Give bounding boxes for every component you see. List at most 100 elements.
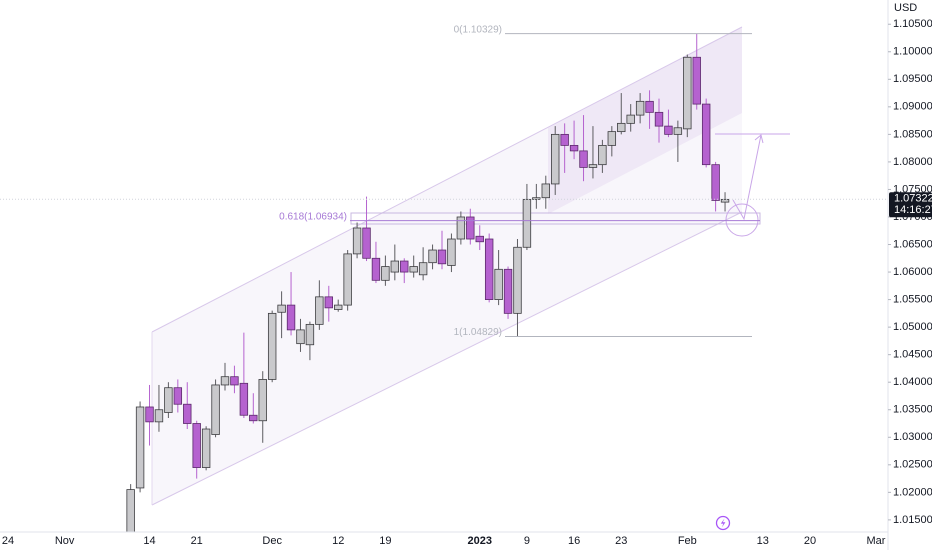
candle-body xyxy=(645,100,654,113)
fib-label: 1(1.04829) xyxy=(454,327,502,338)
x-tick-label: Feb xyxy=(678,535,697,547)
candle-body xyxy=(201,428,211,468)
y-tick-label: 1.09000 xyxy=(893,101,932,113)
y-tick-label: 1.06000 xyxy=(893,266,932,278)
arrow-head xyxy=(754,134,764,144)
y-tick-label: 1.06500 xyxy=(893,238,932,250)
candle-body xyxy=(428,249,437,264)
candle-body xyxy=(617,122,626,133)
candle-body xyxy=(173,387,183,405)
candle-body xyxy=(352,227,362,255)
y-tick-label: 1.10500 xyxy=(893,18,932,30)
y-tick-label: 1.02000 xyxy=(893,486,932,498)
candle-body xyxy=(249,414,258,422)
candle-body xyxy=(701,103,711,166)
candle-body xyxy=(551,133,560,185)
fib-label: 0.618(1.06934) xyxy=(279,211,347,222)
candle-body xyxy=(541,183,550,199)
candle-body xyxy=(532,197,541,200)
candle-body xyxy=(635,100,645,116)
channel-bottom xyxy=(151,211,743,506)
fib-label: 0(1.10329) xyxy=(454,24,502,35)
x-tick-label: 9 xyxy=(524,535,530,547)
currency-label: USD xyxy=(894,2,917,14)
candle-body xyxy=(456,216,466,240)
y-tick-label: 1.04500 xyxy=(893,349,932,361)
candle-body xyxy=(230,376,239,386)
candle-body xyxy=(484,238,494,300)
candle-body xyxy=(164,387,173,413)
y-tick-label: 1.09500 xyxy=(893,73,932,85)
candle-body xyxy=(390,260,400,273)
candle-body xyxy=(711,164,720,201)
candle-body xyxy=(381,266,390,281)
y-tick-label: 1.08500 xyxy=(893,128,932,140)
candle-body xyxy=(277,304,286,313)
candle-body xyxy=(286,304,296,331)
x-tick-label: 19 xyxy=(379,535,391,547)
candle-body xyxy=(503,268,513,314)
channel-top xyxy=(151,26,743,333)
candle-body xyxy=(343,253,352,306)
candle-body xyxy=(494,268,503,300)
candle-body xyxy=(267,312,277,380)
focus-circle xyxy=(725,203,759,237)
x-tick-label: 24 xyxy=(2,535,14,547)
candle-body xyxy=(418,262,428,276)
x-tick-label: 12 xyxy=(332,535,344,547)
candle-body xyxy=(437,249,447,265)
y-tick-label: 1.01500 xyxy=(893,514,932,526)
x-tick-label: 2023 xyxy=(467,535,491,547)
candle-body xyxy=(466,216,475,240)
y-tick-label: 1.05000 xyxy=(893,321,932,333)
candle-body xyxy=(626,114,635,124)
x-tick-label: Dec xyxy=(262,535,282,547)
candle-body xyxy=(183,403,192,424)
candle-body xyxy=(664,125,673,135)
x-tick-label: 13 xyxy=(757,535,769,547)
y-tick-label: 1.05500 xyxy=(893,294,932,306)
x-tick-label: Mar xyxy=(867,535,886,547)
candle-body xyxy=(692,56,701,105)
candle-body xyxy=(720,198,730,203)
x-tick-label: Nov xyxy=(55,535,75,547)
y-tick-label: 1.08000 xyxy=(893,156,932,168)
candle-body xyxy=(220,376,230,386)
candle-body xyxy=(569,144,579,152)
candle-body xyxy=(513,246,522,314)
lightning-icon xyxy=(715,515,731,531)
x-tick-label: 14 xyxy=(143,535,155,547)
candle-body xyxy=(154,409,164,423)
zone-box xyxy=(350,212,761,225)
candle-body xyxy=(409,266,418,273)
last-price-label: 1.07322 xyxy=(894,193,932,205)
candle-body xyxy=(239,382,249,416)
candle-body xyxy=(522,198,532,248)
countdown-label: 14:16:27 xyxy=(894,204,932,216)
last-price-tag xyxy=(889,192,932,218)
candle-body xyxy=(673,127,683,135)
candle-body xyxy=(560,133,569,146)
candle-body xyxy=(145,406,154,423)
candle-body xyxy=(192,423,201,468)
candle-body xyxy=(607,131,617,146)
x-tick-label: 23 xyxy=(615,535,627,547)
x-tick-label: 16 xyxy=(568,535,580,547)
candle-body xyxy=(296,329,305,345)
candle-body xyxy=(371,257,381,281)
candle-body xyxy=(362,227,371,259)
candle-body xyxy=(258,379,267,422)
y-tick-label: 1.03000 xyxy=(893,431,932,443)
candle-body xyxy=(126,489,135,532)
candle-body xyxy=(315,296,324,325)
candles xyxy=(126,33,730,532)
candle-body xyxy=(324,296,333,309)
candle-body xyxy=(475,235,484,243)
y-tick-label: 1.02500 xyxy=(893,459,932,471)
candle-body xyxy=(211,384,220,435)
candle-body xyxy=(400,260,409,273)
y-tick-label: 1.03500 xyxy=(893,404,932,416)
y-tick-label: 1.10000 xyxy=(893,46,932,58)
